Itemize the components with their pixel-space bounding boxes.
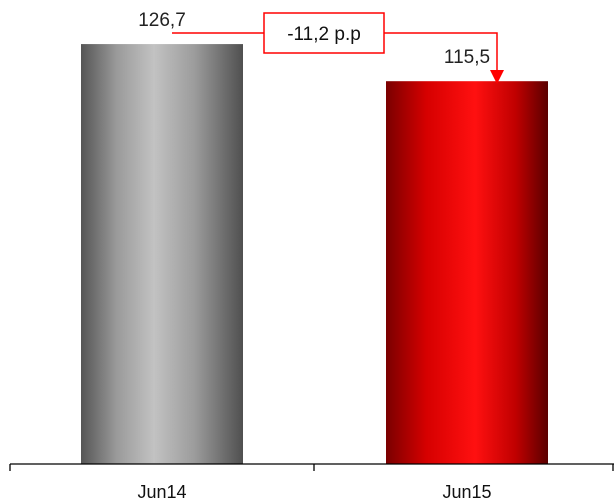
data-label-jun14: 126,7 bbox=[138, 10, 186, 31]
arrow-down-icon bbox=[490, 70, 504, 84]
bar-jun14 bbox=[81, 44, 243, 465]
annotation-connector-right bbox=[384, 32, 498, 70]
annotation-label: -11,2 p.p bbox=[287, 24, 361, 45]
x-tick-label-jun14: Jun14 bbox=[137, 482, 186, 502]
x-tick-label-jun15: Jun15 bbox=[442, 482, 491, 502]
annotation-box bbox=[263, 12, 385, 54]
bar-jun15 bbox=[386, 81, 548, 464]
data-label-jun15: 115,5 bbox=[444, 47, 490, 68]
